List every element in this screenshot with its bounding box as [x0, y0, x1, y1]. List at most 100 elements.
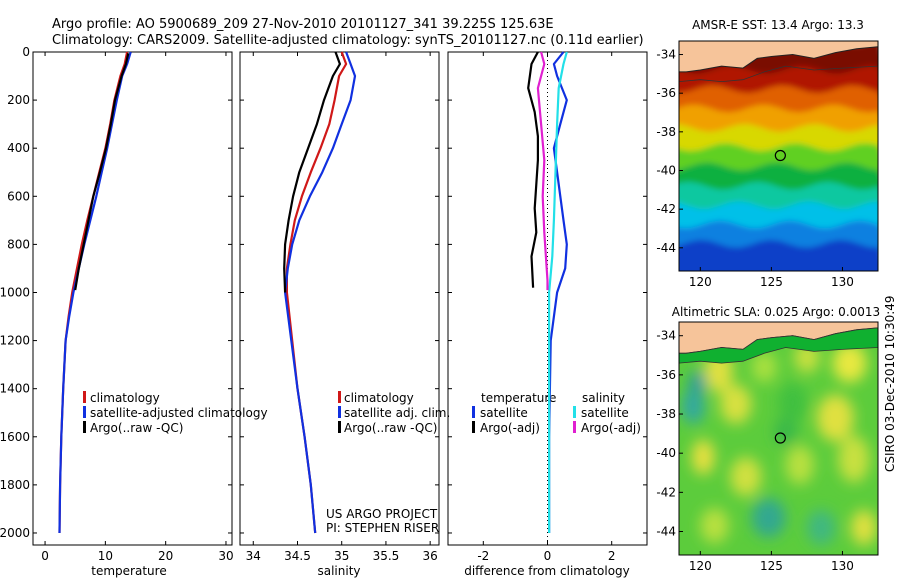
sst_map-lon-label: 125 — [760, 275, 783, 289]
sla_map-lat-label: -42 — [656, 485, 676, 499]
sla-anomaly — [816, 394, 854, 442]
sst_map-lat-label: -44 — [656, 241, 676, 255]
sla-map-title: Altimetric SLA: 0.025 Argo: 0.0013 — [672, 305, 880, 319]
legend-swatch-satellite — [338, 406, 341, 418]
depth-tick-label: 1200 — [0, 334, 30, 348]
temperature-xtick-label: 30 — [218, 549, 233, 563]
depth-tick-label: 200 — [7, 93, 30, 107]
legend-swatch-argo — [83, 421, 86, 433]
legend-heading-temperature: temperature — [481, 391, 556, 405]
difference-xtick-label: 0 — [544, 549, 552, 563]
difference-legend-salinity: salinity satellite Argo(-adj) — [573, 391, 641, 435]
sla-anomaly — [730, 457, 762, 497]
difference-plot-marks: -2 0 2 — [448, 51, 647, 563]
temperature-panel — [32, 51, 233, 546]
sla-anomaly — [850, 509, 877, 546]
sla-anomaly — [774, 417, 797, 446]
sla-anomaly — [751, 498, 786, 538]
legend-label-satellite: satellite adj. clim. — [344, 406, 450, 420]
sla-anomaly — [838, 435, 870, 483]
depth-tick-label: 600 — [7, 189, 30, 203]
depth-tick-label: 1400 — [0, 382, 30, 396]
sst_map-lat-label: -38 — [656, 125, 676, 139]
sla_map-lat-label: -36 — [656, 368, 676, 382]
legend-swatch-satellite — [472, 406, 475, 418]
legend-label-argo: Argo(..raw -QC) — [90, 421, 183, 435]
sla-anomaly — [681, 388, 705, 424]
depth-tick-label: 2000 — [0, 526, 30, 540]
sla-blobs — [681, 341, 877, 546]
sla-anomaly — [806, 509, 836, 546]
float-location-marker — [774, 149, 786, 162]
sla-anomaly — [688, 370, 707, 395]
sst_map-lon-label: 130 — [831, 275, 854, 289]
difference-xlabel: difference from climatology — [464, 564, 630, 578]
sla_map-lat-label: -34 — [656, 329, 676, 343]
depth-tick-label: 0 — [22, 45, 30, 59]
sla-anomaly — [720, 384, 752, 424]
sla-anomaly — [785, 445, 815, 485]
sst_map-lon-label: 120 — [689, 275, 712, 289]
sst-field — [679, 41, 878, 271]
difference-xtick-label: -2 — [477, 549, 489, 563]
salinity-xtick-label: 35.5 — [373, 549, 400, 563]
sla-anomaly — [700, 508, 729, 544]
temperature-series-satellite — [58, 51, 132, 534]
land-mass — [679, 41, 878, 73]
legend-swatch-argo-salinity — [573, 421, 576, 433]
depth-tick-label: 1000 — [0, 285, 30, 299]
sst-map-frame — [678, 40, 879, 272]
legend-swatch-argo — [472, 421, 475, 433]
legend-swatch-satellite — [83, 406, 86, 418]
difference-series-argo_sal — [536, 51, 549, 291]
sla-field — [679, 322, 878, 555]
salinity-plot-marks: 34 34.5 35 35.5 36 — [240, 51, 439, 563]
depth-tick-label: 1600 — [0, 430, 30, 444]
legend-swatch-climatology — [83, 391, 86, 403]
sla-anomaly — [778, 382, 807, 422]
temperature-plot-marks: 0 10 20 30 0 200 400 600 800 1000 1200 1400 1600 1800… — [0, 45, 234, 563]
sst-color-bands — [679, 41, 878, 271]
sst_map-lat-label: -40 — [656, 163, 676, 177]
csiro-timestamp: CSIRO 03-Dec-2010 10:30:49 — [883, 295, 897, 472]
temperature-axes-frame — [32, 51, 233, 546]
shelf-contour — [679, 65, 878, 83]
salinity-axes-frame — [239, 51, 440, 546]
difference-panel — [447, 51, 648, 546]
legend-label-climatology: climatology — [344, 391, 414, 405]
legend-label-satellite: satellite-adjusted climatology — [90, 406, 268, 420]
difference-legend-temperature: temperature satellite Argo(-adj) — [472, 391, 556, 435]
temperature-series-climatology — [58, 51, 129, 534]
temperature-series-argo — [74, 52, 130, 291]
salinity-xtick-label: 34.5 — [284, 549, 311, 563]
legend-label-climatology: climatology — [90, 391, 160, 405]
sla-anomaly — [691, 439, 715, 475]
temperature-xtick-label: 10 — [98, 549, 113, 563]
legend-swatch-climatology — [338, 391, 341, 403]
legend-label-argo-salinity: Argo(-adj) — [581, 421, 641, 435]
pi-label: PI: STEPHEN RISER — [326, 521, 439, 535]
sla_map-lat-label: -40 — [656, 446, 676, 460]
sst_map-lat-label: -36 — [656, 86, 676, 100]
figure-title-line1: Argo profile: AO 5900689_209 27-Nov-2010… — [52, 17, 554, 32]
sla-anomaly — [832, 343, 867, 383]
sst-map-title: AMSR-E SST: 13.4 Argo: 13.3 — [692, 18, 864, 32]
sla_map-lon-label: 130 — [831, 559, 854, 573]
sla-map: 120 125 130 -34 -36 -38 -40 -42 -44 — [656, 322, 878, 573]
legend-label-argo: Argo(-adj) — [480, 421, 540, 435]
difference-axes-frame — [447, 51, 648, 546]
float-location-marker — [774, 432, 786, 444]
sla_map-lat-label: -38 — [656, 407, 676, 421]
shelf-zone — [679, 327, 878, 364]
sla-map-frame — [678, 321, 879, 556]
dynamic-chart-marks: 0 10 20 30020040060080010001200140016001800… — [0, 45, 647, 563]
sla_map-lon-label: 120 — [689, 559, 712, 573]
salinity-xtick-label: 36 — [423, 549, 438, 563]
legend-label-satellite: satellite — [480, 406, 528, 420]
temperature-xtick-label: 20 — [158, 549, 173, 563]
sst-map: 120 125 130 -34 -36 -38 -40 -42 -44 — [656, 41, 878, 289]
temperature-legend: climatology satellite-adjusted climatolo… — [83, 391, 268, 435]
sst_map-lat-label: -42 — [656, 202, 676, 216]
